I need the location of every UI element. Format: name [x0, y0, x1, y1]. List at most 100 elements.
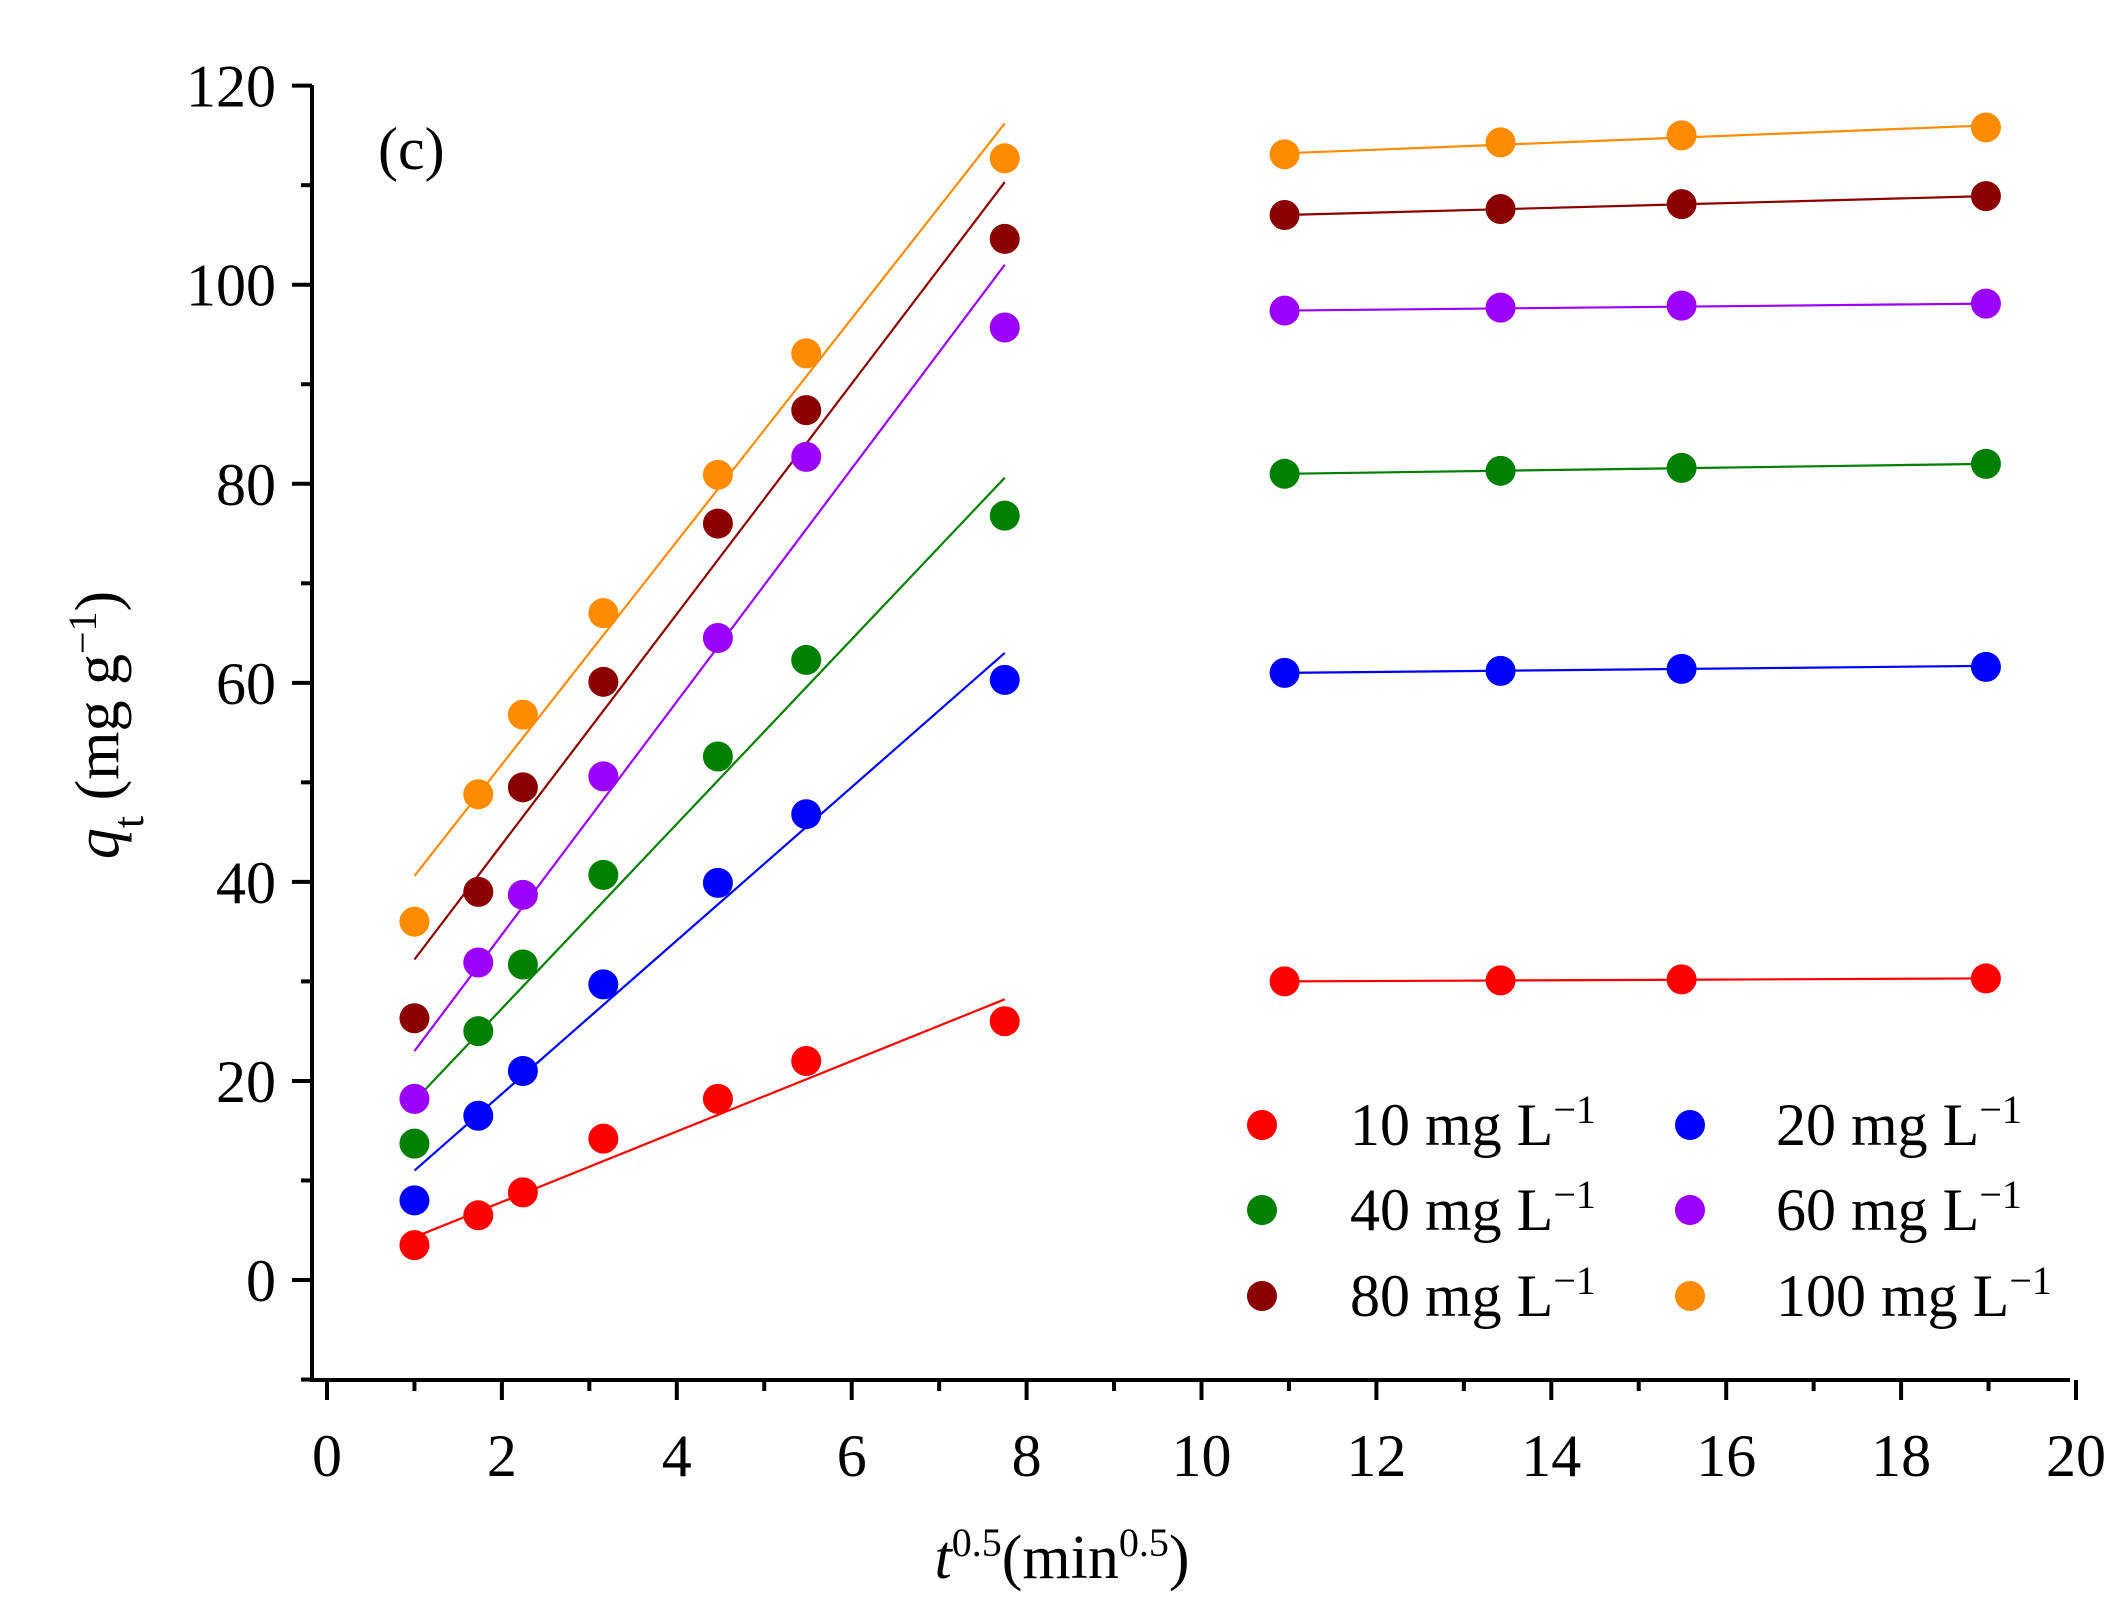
x-tick-label: 6	[837, 1423, 867, 1489]
x-tick-label: 12	[1346, 1423, 1406, 1489]
data-point	[791, 1046, 822, 1077]
x-axis-title: t0.5(min0.5)	[935, 1520, 1190, 1593]
fit-line	[413, 652, 1006, 1172]
data-points	[399, 112, 2001, 1261]
data-point	[588, 761, 619, 792]
data-point	[1666, 653, 1697, 684]
y-tick-label: 80	[216, 452, 276, 518]
legend-marker	[1247, 1110, 1277, 1140]
fit-line	[414, 998, 1006, 1239]
data-point	[463, 947, 494, 978]
legend-label: 40 mg L−1	[1350, 1172, 1596, 1244]
legend-label: 20 mg L−1	[1776, 1087, 2022, 1159]
data-point	[507, 699, 538, 730]
x-tick-label: 10	[1172, 1423, 1232, 1489]
data-point	[463, 1016, 494, 1047]
x-axis-title-base: t	[935, 1524, 954, 1592]
legend-marker	[1675, 1195, 1705, 1225]
data-point	[463, 876, 494, 907]
fit-line	[413, 477, 1006, 1102]
data-point	[1269, 966, 1300, 997]
y-tick-label: 40	[216, 850, 276, 916]
x-axis-title-unit-open: (min	[1002, 1524, 1119, 1592]
data-point	[1269, 139, 1300, 170]
data-point	[588, 598, 619, 629]
x-tick-label: 2	[487, 1423, 517, 1489]
data-point	[399, 1083, 430, 1114]
data-point	[791, 799, 822, 830]
data-point	[791, 441, 822, 472]
data-point	[1666, 189, 1697, 220]
data-point	[588, 969, 619, 1000]
x-axis-title-sup: 0.5	[952, 1520, 1002, 1565]
data-point	[1970, 112, 2001, 143]
data-point	[791, 395, 822, 426]
data-point	[1485, 127, 1516, 158]
legend-marker	[1675, 1110, 1705, 1140]
data-point	[399, 1230, 430, 1261]
y-axis-title: qt (mg g−1)	[60, 591, 153, 859]
fit-line	[413, 122, 1006, 877]
data-point	[702, 508, 733, 539]
fit-line	[1284, 462, 1986, 475]
x-tick-label: 18	[1871, 1423, 1931, 1489]
data-point	[1485, 655, 1516, 686]
data-point	[702, 1083, 733, 1114]
data-point	[507, 879, 538, 910]
data-point	[507, 1055, 538, 1086]
fit-line	[1284, 195, 1986, 217]
data-point	[989, 143, 1020, 174]
data-point	[399, 906, 430, 937]
data-point	[1485, 292, 1516, 323]
data-point	[989, 312, 1020, 343]
legend-label: 60 mg L−1	[1776, 1172, 2022, 1244]
x-tick-label: 16	[1696, 1423, 1756, 1489]
legend-marker	[1247, 1195, 1277, 1225]
fit-lines	[413, 122, 1986, 1239]
data-point	[1970, 288, 2001, 319]
data-point	[1666, 120, 1697, 151]
data-point	[1970, 448, 2001, 479]
data-point	[588, 1123, 619, 1154]
data-point	[791, 338, 822, 369]
data-point	[1269, 200, 1300, 231]
y-tick-label: 120	[186, 54, 276, 120]
data-point	[588, 859, 619, 890]
y-axis-title-base: q	[64, 828, 132, 859]
data-point	[588, 666, 619, 697]
y-tick-label: 60	[216, 651, 276, 717]
panel-label: (c)	[378, 116, 445, 182]
data-point	[989, 223, 1020, 254]
data-point	[1485, 194, 1516, 225]
data-point	[463, 1100, 494, 1131]
y-axis-title-unit-sup: −1	[60, 611, 105, 654]
data-point	[1485, 455, 1516, 486]
data-point	[463, 1200, 494, 1231]
data-point	[1970, 651, 2001, 682]
x-tick-label: 14	[1521, 1423, 1581, 1489]
y-axis-title-unit-close: )	[64, 591, 132, 612]
x-tick-label: 20	[2046, 1423, 2106, 1489]
y-tick-label: 0	[246, 1248, 276, 1314]
data-point	[1970, 181, 2001, 212]
x-tick-label: 0	[312, 1423, 342, 1489]
fit-line	[1284, 302, 1986, 312]
data-point	[791, 644, 822, 675]
data-point	[507, 1177, 538, 1208]
data-point	[702, 459, 733, 490]
data-point	[1269, 657, 1300, 688]
fit-line	[1284, 977, 1986, 983]
fit-line	[1284, 664, 1986, 674]
data-point	[1269, 458, 1300, 489]
legend-label: 100 mg L−1	[1776, 1258, 2052, 1330]
x-axis-title-unit-close: )	[1169, 1524, 1190, 1592]
x-tick-label: 8	[1012, 1423, 1042, 1489]
data-point	[399, 1185, 430, 1216]
x-axis-title-unit-sup: 0.5	[1119, 1520, 1169, 1565]
data-point	[1269, 295, 1300, 326]
y-tick-label: 100	[186, 253, 276, 319]
legend-label: 80 mg L−1	[1350, 1258, 1596, 1330]
fit-line	[1284, 124, 1986, 155]
data-point	[702, 867, 733, 898]
